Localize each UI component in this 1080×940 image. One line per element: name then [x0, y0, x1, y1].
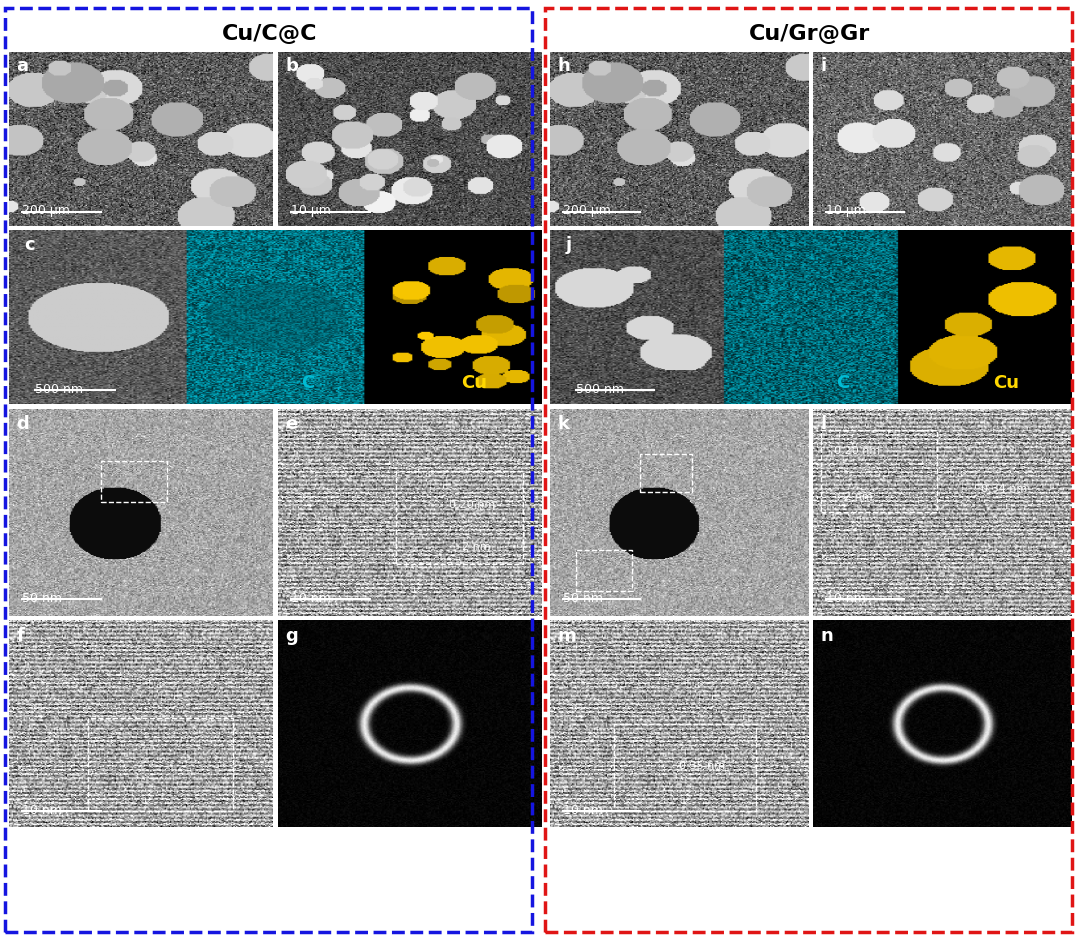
Text: a: a — [16, 57, 28, 75]
Text: 200 μm: 200 μm — [563, 204, 610, 217]
Text: c: c — [25, 236, 36, 254]
Text: C: C — [837, 374, 850, 392]
Text: Cu/Gr@Gr: Cu/Gr@Gr — [750, 24, 870, 43]
Text: Cu: Cu — [994, 374, 1020, 392]
Text: i: i — [821, 57, 827, 75]
Text: 50 nm: 50 nm — [22, 592, 62, 605]
Text: 50 nm: 50 nm — [563, 592, 603, 605]
Text: 10 nm: 10 nm — [563, 804, 603, 817]
Text: e: e — [285, 415, 298, 433]
Text: 0.20 nm: 0.20 nm — [834, 446, 880, 457]
Text: f: f — [16, 627, 25, 645]
Text: 2 nm: 2 nm — [462, 541, 490, 552]
Text: 0.34 nm: 0.34 nm — [981, 483, 1027, 494]
Text: n: n — [821, 627, 834, 645]
Text: 500 nm: 500 nm — [576, 383, 624, 396]
Text: 500 nm: 500 nm — [36, 383, 83, 396]
Text: k: k — [557, 415, 569, 433]
Text: C: C — [301, 374, 314, 392]
Text: Cu/C@C: Cu/C@C — [222, 24, 318, 43]
Text: 10 nm: 10 nm — [22, 804, 62, 817]
Text: d: d — [16, 415, 29, 433]
Text: h: h — [557, 57, 570, 75]
Text: Cu: Cu — [461, 374, 487, 392]
Text: 10 nm: 10 nm — [291, 592, 330, 605]
Text: l: l — [821, 415, 827, 433]
Text: m: m — [557, 627, 577, 645]
Text: 0.20 nm: 0.20 nm — [449, 500, 495, 510]
Text: g: g — [285, 627, 298, 645]
Text: 2 nm: 2 nm — [845, 492, 873, 502]
Text: j: j — [565, 236, 571, 254]
Text: 10 nm: 10 nm — [826, 592, 866, 605]
Text: 0.35 nm: 0.35 nm — [678, 761, 725, 772]
Text: 10 μm: 10 μm — [826, 204, 866, 217]
Text: 200 μm: 200 μm — [22, 204, 70, 217]
Text: 10 μm: 10 μm — [291, 204, 330, 217]
Text: b: b — [285, 57, 298, 75]
